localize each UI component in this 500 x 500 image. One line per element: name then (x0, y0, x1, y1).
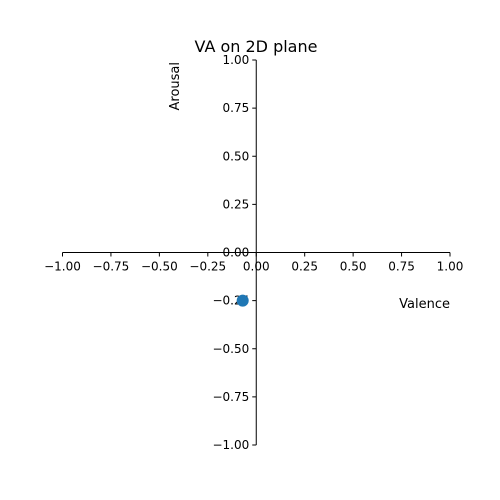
y-tick-label: 0.50 (223, 149, 250, 163)
data-point (236, 294, 249, 307)
y-tick-label: 0.00 (223, 246, 250, 260)
y-tick-label: −0.75 (212, 390, 249, 404)
x-tick-label: −0.50 (141, 260, 178, 274)
y-tick-label: 0.25 (223, 197, 250, 211)
y-tick-label: 1.00 (223, 53, 250, 67)
x-ticks: −1.00 −0.75 −0.50 −0.25 0.00 0.25 0.50 0.75 1.00 (44, 252, 464, 274)
x-tick-label: 0.25 (291, 260, 318, 274)
x-tick-label: 0.75 (388, 260, 415, 274)
x-tick-label: −0.75 (93, 260, 130, 274)
x-tick-label: 0.00 (243, 260, 270, 274)
chart-title: VA on 2D plane (195, 37, 318, 56)
x-tick-label: 0.50 (340, 260, 367, 274)
x-tick-label: 1.00 (437, 260, 464, 274)
y-tick-label: −1.00 (212, 438, 249, 452)
x-tick-label: −1.00 (44, 260, 81, 274)
y-tick-label: 0.75 (223, 101, 250, 115)
y-axis-label: Arousal (168, 62, 183, 111)
y-tick-label: −0.50 (212, 342, 249, 356)
x-tick-label: −0.25 (189, 260, 226, 274)
x-axis-label: Valence (399, 297, 450, 312)
data-points (236, 294, 249, 307)
